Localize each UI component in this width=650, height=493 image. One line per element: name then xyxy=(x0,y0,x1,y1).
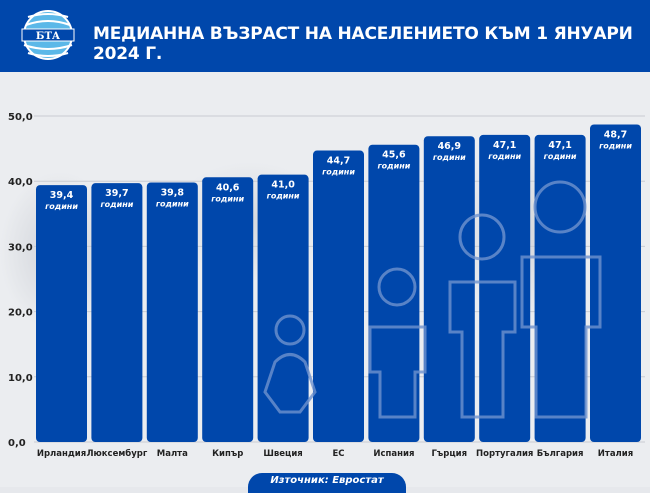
x-tick-label: Кипър xyxy=(212,449,243,459)
unit-label: години xyxy=(433,153,466,162)
unit-label: години xyxy=(322,168,355,177)
unit-label: години xyxy=(544,152,577,161)
data-label: 40,6 xyxy=(216,182,240,193)
data-label: 44,7 xyxy=(327,156,350,167)
people-silhouette-icon xyxy=(263,180,602,419)
data-label: 47,1 xyxy=(493,140,516,151)
data-label: 39,4 xyxy=(50,190,74,201)
unit-label: години xyxy=(156,200,189,209)
bar xyxy=(479,134,531,442)
x-tick-label: Малта xyxy=(157,449,188,459)
y-tick-label: 10,0 xyxy=(8,373,33,384)
unit-label: години xyxy=(45,202,78,211)
y-tick-label: 40,0 xyxy=(8,177,33,188)
bar xyxy=(257,174,309,442)
x-tick-label: Гърция xyxy=(431,449,467,459)
unit-label: години xyxy=(377,162,410,171)
chart-title: МЕДИАННА ВЪЗРАСТ НА НАСЕЛЕНИЕТО КЪМ 1 ЯН… xyxy=(93,24,633,64)
x-tick-label: Португалия xyxy=(476,449,533,459)
svg-text:БТА: БТА xyxy=(36,31,61,42)
data-label: 39,8 xyxy=(161,188,185,199)
data-label: 39,7 xyxy=(105,188,128,199)
x-tick-label: Ирландия xyxy=(37,449,86,459)
x-tick-label: Швеция xyxy=(263,449,302,459)
bta-logo: БТА xyxy=(21,10,75,60)
header: БТА МЕДИАННА ВЪЗРАСТ НА НАСЕЛЕНИЕТО КЪМ … xyxy=(0,0,650,72)
bar xyxy=(534,134,586,442)
x-tick-label: Люксембург xyxy=(86,448,147,459)
bar xyxy=(36,185,87,442)
data-label: 41,0 xyxy=(271,180,295,191)
unit-label: години xyxy=(599,141,632,150)
source-label: Източник: Евростат xyxy=(248,473,406,493)
x-tick-label: Италия xyxy=(598,449,633,459)
unit-label: години xyxy=(488,152,521,161)
bar xyxy=(368,144,420,443)
unit-label: години xyxy=(100,200,133,209)
bar xyxy=(91,183,143,442)
x-tick-label: ЕС xyxy=(332,449,344,459)
data-label: 45,6 xyxy=(382,150,406,161)
bar xyxy=(202,177,254,442)
bar xyxy=(146,182,198,442)
data-label: 46,9 xyxy=(438,141,461,152)
data-label: 48,7 xyxy=(604,129,627,140)
y-tick-label: 50,0 xyxy=(8,112,33,123)
y-tick-label: 20,0 xyxy=(8,308,33,319)
x-tick-label: България xyxy=(537,449,584,459)
x-tick-label: Испания xyxy=(373,449,414,459)
y-tick-label: 30,0 xyxy=(8,242,33,253)
data-label: 47,1 xyxy=(548,140,571,151)
unit-label: години xyxy=(267,192,300,201)
y-tick-label: 0,0 xyxy=(8,438,26,449)
unit-label: години xyxy=(211,194,244,203)
bar xyxy=(313,150,364,442)
bar-chart: 0,010,020,030,040,050,039,4годиниИрланди… xyxy=(8,112,645,459)
bar xyxy=(590,124,641,442)
